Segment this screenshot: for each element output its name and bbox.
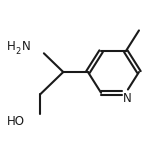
Text: N: N	[22, 39, 31, 52]
Text: N: N	[123, 92, 131, 105]
Text: 2: 2	[15, 47, 20, 56]
Text: HO: HO	[7, 115, 25, 128]
Text: H: H	[7, 39, 16, 52]
